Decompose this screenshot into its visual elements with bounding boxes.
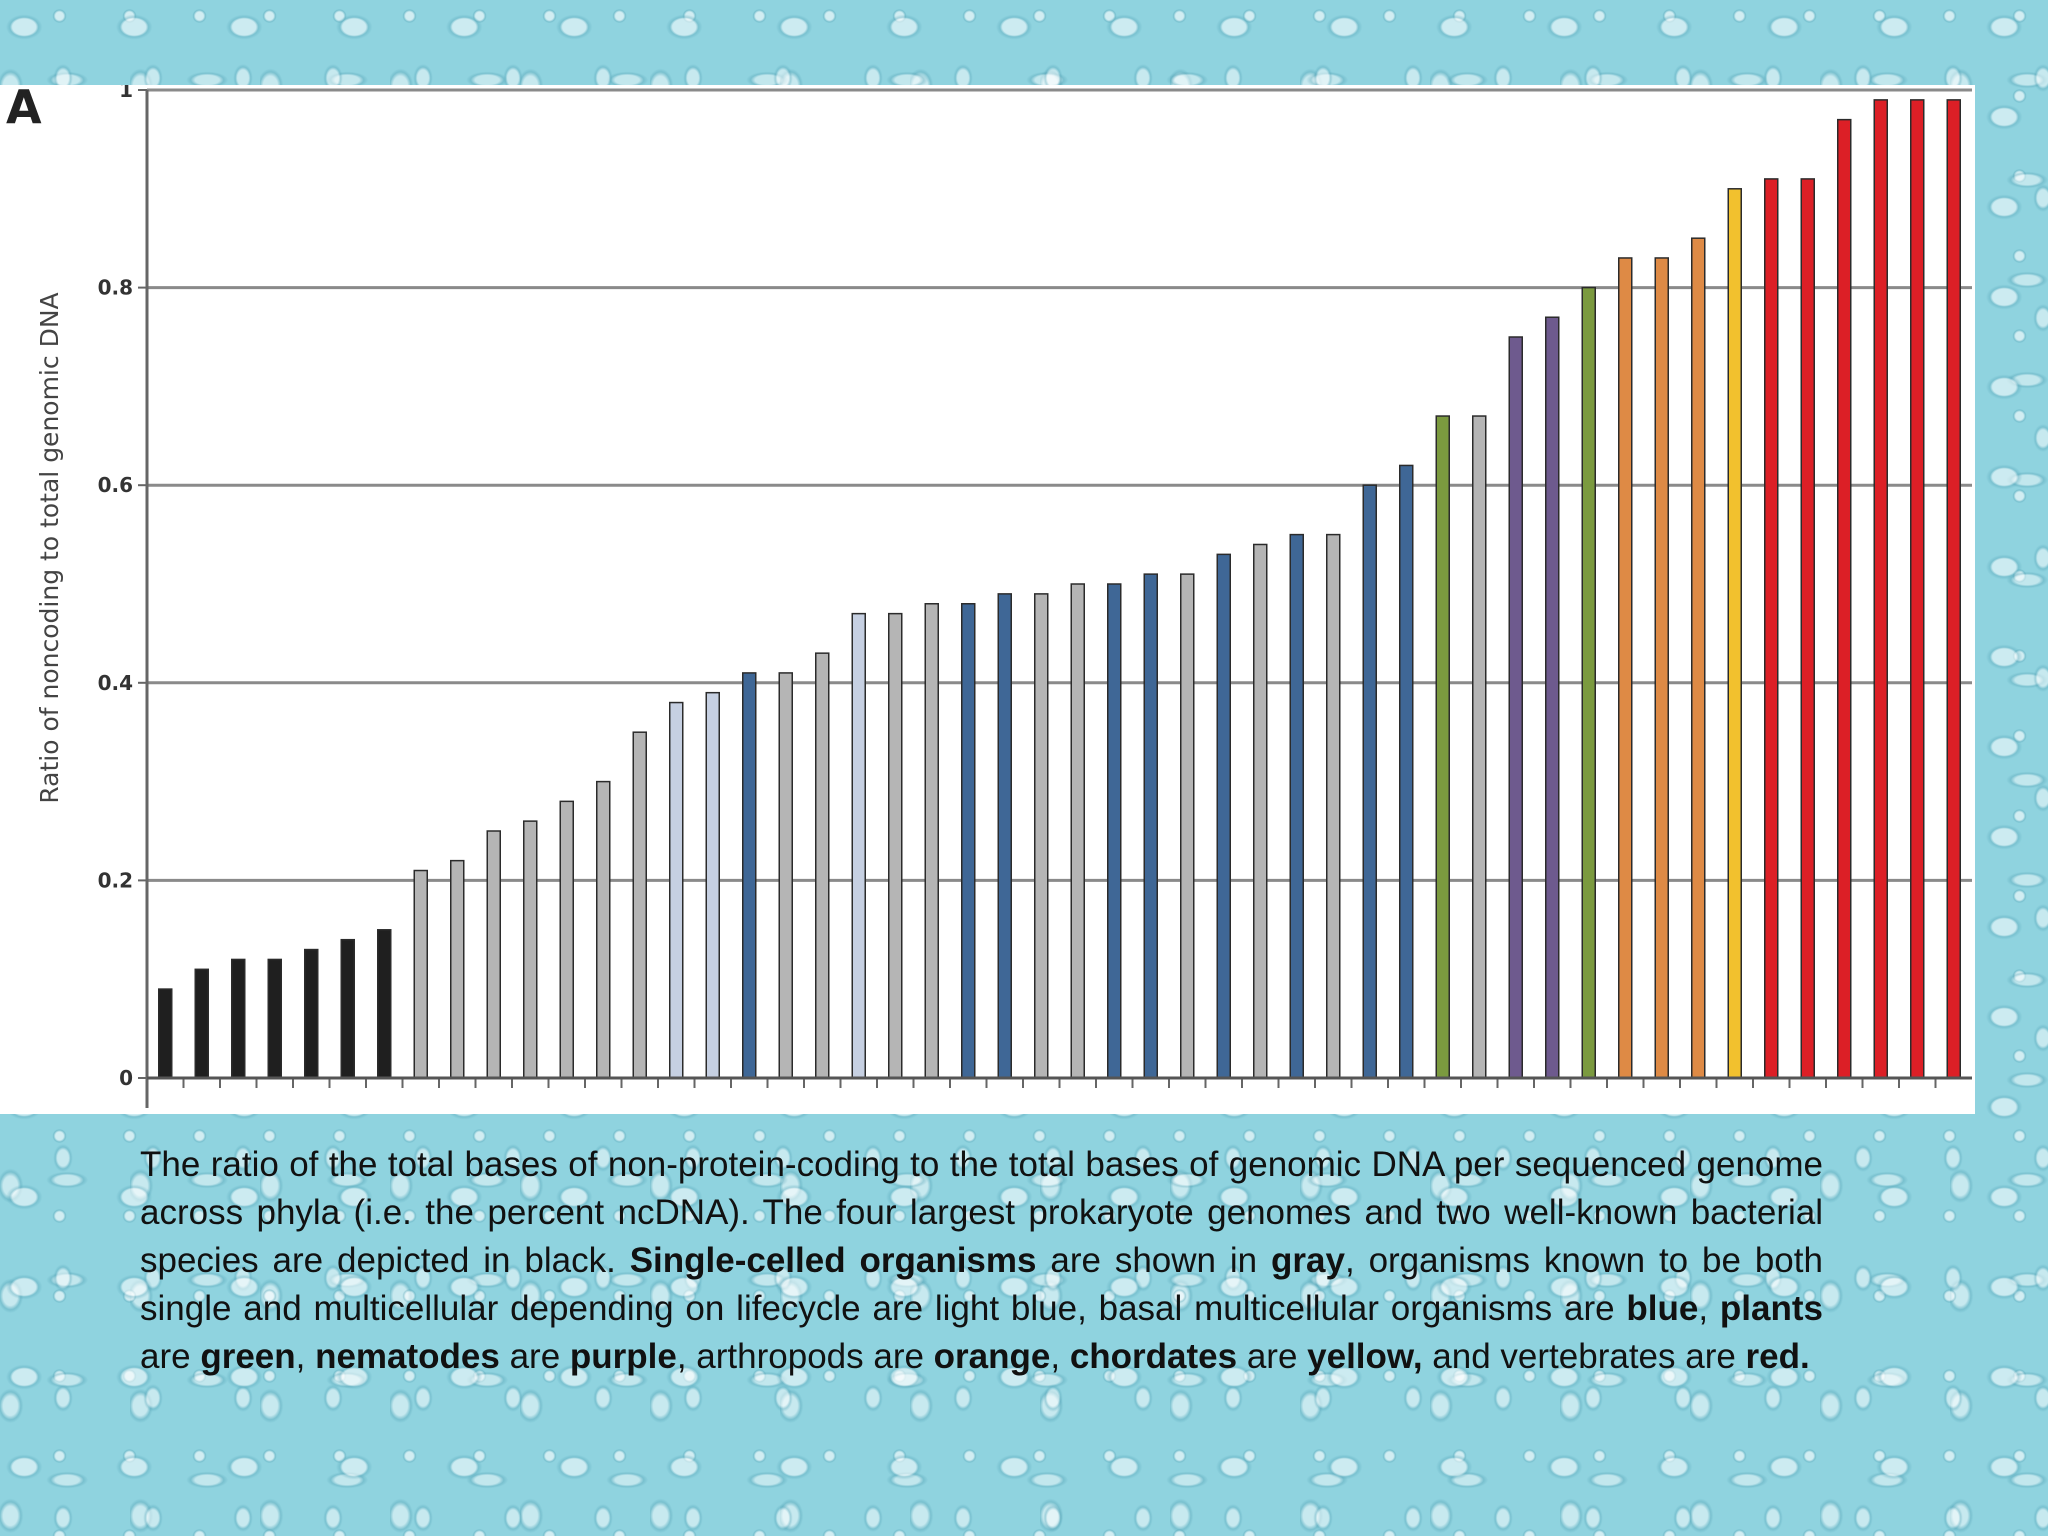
y-tick-label: 0.4: [98, 671, 133, 695]
caption-bold-orange: orange: [933, 1337, 1051, 1376]
bar: [632, 731, 647, 1079]
y-tick-label: 0: [119, 1066, 133, 1090]
bar: [1946, 99, 1961, 1079]
bar: [559, 800, 574, 1079]
caption-text: are: [499, 1337, 570, 1376]
panel-letter: A: [6, 85, 42, 134]
y-tick-label: 0.2: [98, 868, 133, 892]
caption-text: are shown in: [1036, 1241, 1272, 1280]
caption-bold-red: red.: [1745, 1337, 1810, 1376]
bar: [231, 958, 246, 1079]
caption-text: ,: [295, 1337, 316, 1376]
bar: [1180, 573, 1195, 1079]
caption-text: are: [1237, 1337, 1308, 1376]
caption-bold-green: green: [200, 1337, 296, 1376]
bar: [1216, 553, 1231, 1079]
bar: [194, 968, 209, 1079]
bar: [1727, 188, 1742, 1079]
axes: [145, 90, 1972, 1108]
bar: [523, 820, 538, 1079]
y-tick-label: 1: [119, 85, 133, 102]
y-tick-labels: 0 0.2 0.4 0.6 0.8 1: [98, 85, 133, 1090]
bar: [851, 612, 866, 1079]
caption-bold-nematodes: nematodes: [315, 1337, 500, 1376]
bar: [1654, 257, 1669, 1079]
bar: [1545, 316, 1560, 1079]
bar: [705, 691, 720, 1079]
bar: [486, 830, 501, 1079]
caption-text: are: [140, 1337, 201, 1376]
caption-text: ,: [1698, 1289, 1720, 1328]
bar: [888, 612, 903, 1079]
bar: [1362, 484, 1377, 1079]
bar: [1472, 415, 1487, 1079]
bar: [1399, 464, 1414, 1079]
y-axis-label: Ratio of noncoding to total genomic DNA: [35, 292, 64, 803]
caption-text: , organisms known to be both single and …: [140, 1241, 1823, 1328]
chart-panel: A Ratio of noncoding to total genomic DN…: [0, 85, 1975, 1114]
caption-text: , arthropods are: [676, 1337, 934, 1376]
caption-bold-purple: purple: [569, 1337, 677, 1376]
bar: [1691, 237, 1706, 1079]
figure-caption: The ratio of the total bases of non-prot…: [140, 1141, 1823, 1381]
bar: [961, 603, 976, 1079]
bars: [158, 99, 1961, 1079]
bar: [997, 593, 1012, 1079]
bar: [1800, 178, 1815, 1079]
bar-chart: A Ratio of noncoding to total genomic DN…: [6, 85, 1972, 1108]
bar: [1107, 583, 1122, 1079]
bar: [1618, 257, 1633, 1079]
caption-bold-single-celled: Single-celled organisms: [629, 1241, 1037, 1280]
bar: [1070, 583, 1085, 1079]
bar: [742, 672, 757, 1079]
bar: [669, 701, 684, 1079]
bar: [1289, 533, 1304, 1079]
caption-bold-chordates: chordates: [1069, 1337, 1238, 1376]
caption-bold-yellow: yellow,: [1307, 1337, 1423, 1376]
bar: [1435, 415, 1450, 1079]
bar: [267, 958, 282, 1079]
bar: [413, 869, 428, 1079]
bar: [596, 780, 611, 1079]
caption-text: ,: [1050, 1337, 1070, 1376]
caption-bold-blue: blue: [1626, 1289, 1699, 1328]
caption-text: The ratio of the total bases of non-prot…: [140, 1145, 1823, 1280]
bar: [1910, 99, 1925, 1079]
bar: [1508, 336, 1523, 1079]
caption-text: and vertebrates are: [1422, 1337, 1746, 1376]
bar: [1764, 178, 1779, 1079]
y-tick-label: 0.8: [98, 276, 133, 300]
bar: [450, 859, 465, 1079]
bar: [1143, 573, 1158, 1079]
bar: [1034, 593, 1049, 1079]
bar: [304, 948, 319, 1079]
bar: [1837, 118, 1852, 1079]
bar: [778, 672, 793, 1079]
caption-bold-gray: gray: [1271, 1241, 1345, 1280]
bar: [377, 929, 392, 1079]
caption-bold-plants: plants: [1719, 1289, 1823, 1328]
bar: [815, 652, 830, 1079]
bar: [1873, 99, 1888, 1079]
y-tick-label: 0.6: [98, 473, 133, 497]
bar: [340, 938, 355, 1079]
bar: [158, 988, 173, 1079]
bar: [1326, 533, 1341, 1079]
bar: [924, 603, 939, 1079]
bar: [1581, 286, 1596, 1079]
bar: [1253, 543, 1268, 1079]
